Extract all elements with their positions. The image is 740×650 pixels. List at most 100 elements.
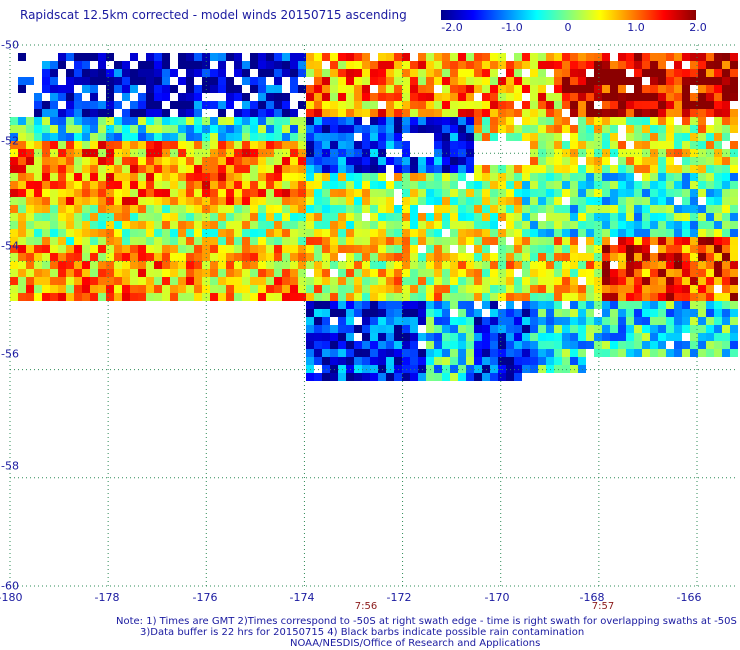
- data-cell: [114, 141, 122, 149]
- data-cell: [34, 165, 42, 173]
- data-cell: [666, 237, 674, 245]
- data-cell: [658, 333, 666, 341]
- lat-label: -58: [1, 459, 19, 473]
- data-cell: [410, 245, 418, 253]
- data-cell: [730, 229, 738, 237]
- data-cell: [418, 317, 426, 325]
- data-cell: [410, 269, 418, 277]
- data-cell: [186, 133, 194, 141]
- data-cell: [698, 85, 706, 93]
- data-cell: [90, 229, 98, 237]
- data-cell: [538, 285, 546, 293]
- data-cell: [58, 277, 66, 285]
- data-cell: [634, 181, 642, 189]
- data-cell: [338, 61, 346, 69]
- data-cell: [714, 229, 722, 237]
- data-cell: [562, 221, 570, 229]
- data-cell: [234, 125, 242, 133]
- data-cell: [242, 77, 250, 85]
- data-cell: [562, 365, 570, 373]
- data-cell: [386, 373, 394, 381]
- data-cell: [418, 117, 426, 125]
- data-cell: [498, 117, 506, 125]
- data-cell: [426, 61, 434, 69]
- data-cell: [130, 277, 138, 285]
- data-cell: [378, 53, 386, 61]
- data-cell: [50, 173, 58, 181]
- data-cell: [634, 341, 642, 349]
- data-cell: [10, 221, 18, 229]
- data-cell: [106, 221, 114, 229]
- data-cell: [66, 173, 74, 181]
- data-cell: [426, 173, 434, 181]
- data-cell: [58, 61, 66, 69]
- data-cell: [650, 349, 658, 357]
- data-cell: [34, 205, 42, 213]
- data-cell: [370, 237, 378, 245]
- data-cell: [338, 349, 346, 357]
- data-cell: [226, 181, 234, 189]
- data-cell: [666, 197, 674, 205]
- data-cell: [186, 93, 194, 101]
- data-cell: [674, 165, 682, 173]
- data-cell: [442, 181, 450, 189]
- data-cell: [266, 93, 274, 101]
- data-cell: [50, 141, 58, 149]
- data-cell: [234, 189, 242, 197]
- data-cell: [642, 293, 650, 301]
- data-cell: [578, 357, 586, 365]
- data-cell: [170, 205, 178, 213]
- data-cell: [122, 125, 130, 133]
- data-cell: [330, 157, 338, 165]
- data-cell: [434, 61, 442, 69]
- data-cell: [154, 109, 162, 117]
- data-cell: [90, 253, 98, 261]
- data-cell: [650, 197, 658, 205]
- data-cell: [546, 229, 554, 237]
- data-cell: [546, 301, 554, 309]
- data-cell: [610, 181, 618, 189]
- data-cell: [498, 109, 506, 117]
- data-cell: [378, 357, 386, 365]
- data-cell: [346, 237, 354, 245]
- data-cell: [626, 277, 634, 285]
- data-cell: [98, 245, 106, 253]
- data-cell: [610, 285, 618, 293]
- data-cell: [434, 77, 442, 85]
- data-cell: [538, 157, 546, 165]
- data-cell: [50, 181, 58, 189]
- data-cell: [602, 245, 610, 253]
- data-cell: [626, 133, 634, 141]
- data-cell: [290, 61, 298, 69]
- data-cell: [82, 141, 90, 149]
- data-cell: [402, 85, 410, 93]
- data-cell: [354, 85, 362, 93]
- data-cell: [386, 357, 394, 365]
- data-cell: [578, 61, 586, 69]
- data-cell: [498, 261, 506, 269]
- data-cell: [434, 221, 442, 229]
- data-cell: [90, 269, 98, 277]
- data-cell: [50, 85, 58, 93]
- data-cell: [698, 133, 706, 141]
- data-cell: [210, 229, 218, 237]
- data-cell: [458, 53, 466, 61]
- data-cell: [154, 173, 162, 181]
- data-cell: [530, 237, 538, 245]
- data-cell: [586, 253, 594, 261]
- data-cell: [266, 261, 274, 269]
- data-cell: [10, 173, 18, 181]
- data-cell: [266, 221, 274, 229]
- data-cell: [346, 301, 354, 309]
- data-cell: [674, 77, 682, 85]
- data-cell: [730, 93, 738, 101]
- data-cell: [514, 237, 522, 245]
- data-cell: [122, 61, 130, 69]
- data-cell: [186, 285, 194, 293]
- data-cell: [178, 229, 186, 237]
- data-cell: [178, 269, 186, 277]
- data-cell: [626, 317, 634, 325]
- colorbar-tick-label: 0: [564, 21, 572, 34]
- data-cell: [106, 157, 114, 165]
- data-cell: [482, 117, 490, 125]
